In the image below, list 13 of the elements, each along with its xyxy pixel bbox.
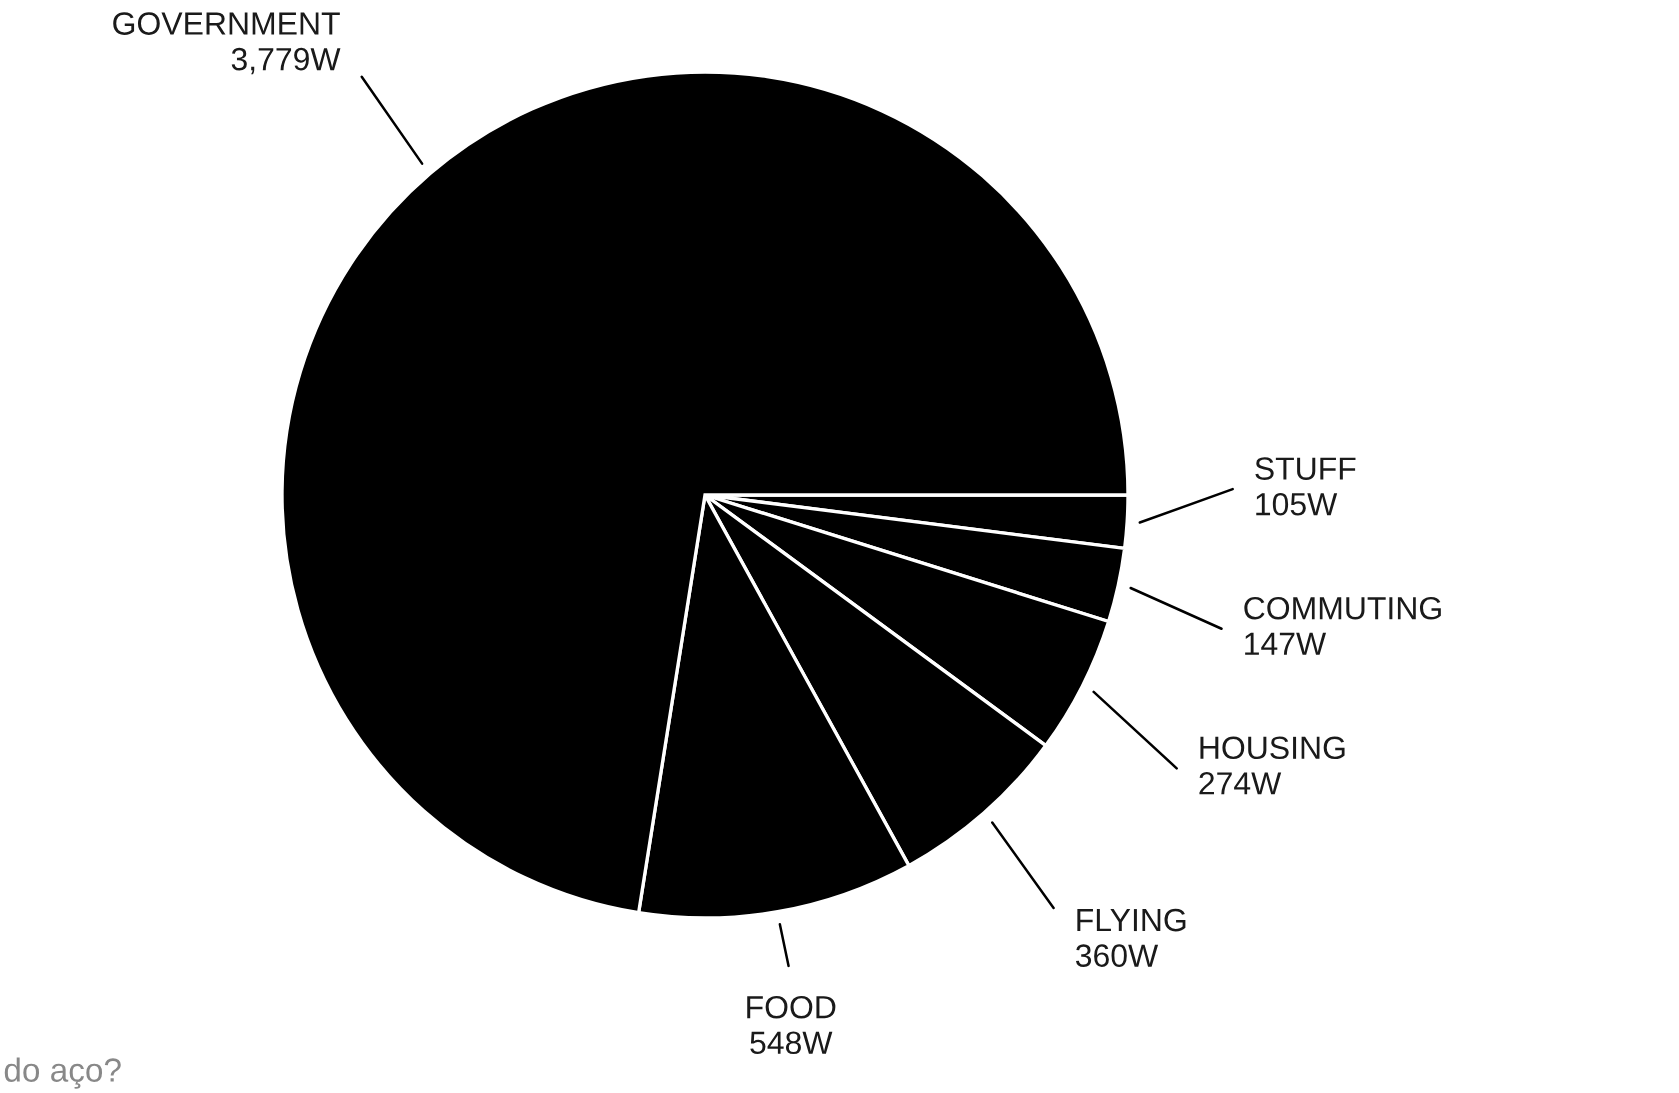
- slice-label: FOOD: [747, 995, 836, 1019]
- slice-label: FLYING: [1077, 908, 1186, 932]
- text: do aço?: [4, 1057, 121, 1089]
- data-label: 548W: [750, 1031, 833, 1055]
- data-label: 360W: [1075, 944, 1159, 967]
- data-label: 105W: [1256, 492, 1338, 516]
- data-label: 147W: [1245, 632, 1327, 655]
- slice-label: COMMUTING: [1244, 596, 1441, 620]
- slice-label: STUFF: [1255, 457, 1356, 480]
- data-label: 3,779W: [231, 47, 341, 75]
- data-label: 274W: [1199, 772, 1282, 795]
- slice-label: HOUSING: [1200, 736, 1345, 760]
- slice-label: GOVERNMENT: [113, 12, 340, 35]
